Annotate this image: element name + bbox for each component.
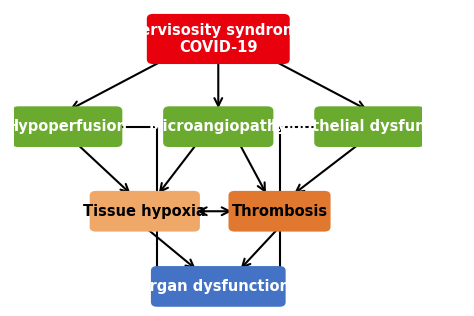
Text: Organ dysfunctions: Organ dysfunctions bbox=[137, 279, 299, 294]
FancyBboxPatch shape bbox=[314, 106, 425, 147]
FancyBboxPatch shape bbox=[163, 106, 273, 147]
Text: Hypervisosity syndrome in
COVID-19: Hypervisosity syndrome in COVID-19 bbox=[108, 23, 328, 55]
FancyBboxPatch shape bbox=[90, 191, 200, 232]
Text: Hypoperfusion: Hypoperfusion bbox=[7, 119, 128, 134]
FancyBboxPatch shape bbox=[151, 266, 286, 307]
FancyBboxPatch shape bbox=[147, 14, 290, 64]
Text: Thrombosis: Thrombosis bbox=[231, 204, 328, 219]
Text: Microangiopathy: Microangiopathy bbox=[149, 119, 288, 134]
Text: Tissue hypoxia: Tissue hypoxia bbox=[83, 204, 206, 219]
FancyBboxPatch shape bbox=[12, 106, 122, 147]
FancyBboxPatch shape bbox=[228, 191, 330, 232]
Text: Endothelial dysfunction: Endothelial dysfunction bbox=[272, 119, 467, 134]
